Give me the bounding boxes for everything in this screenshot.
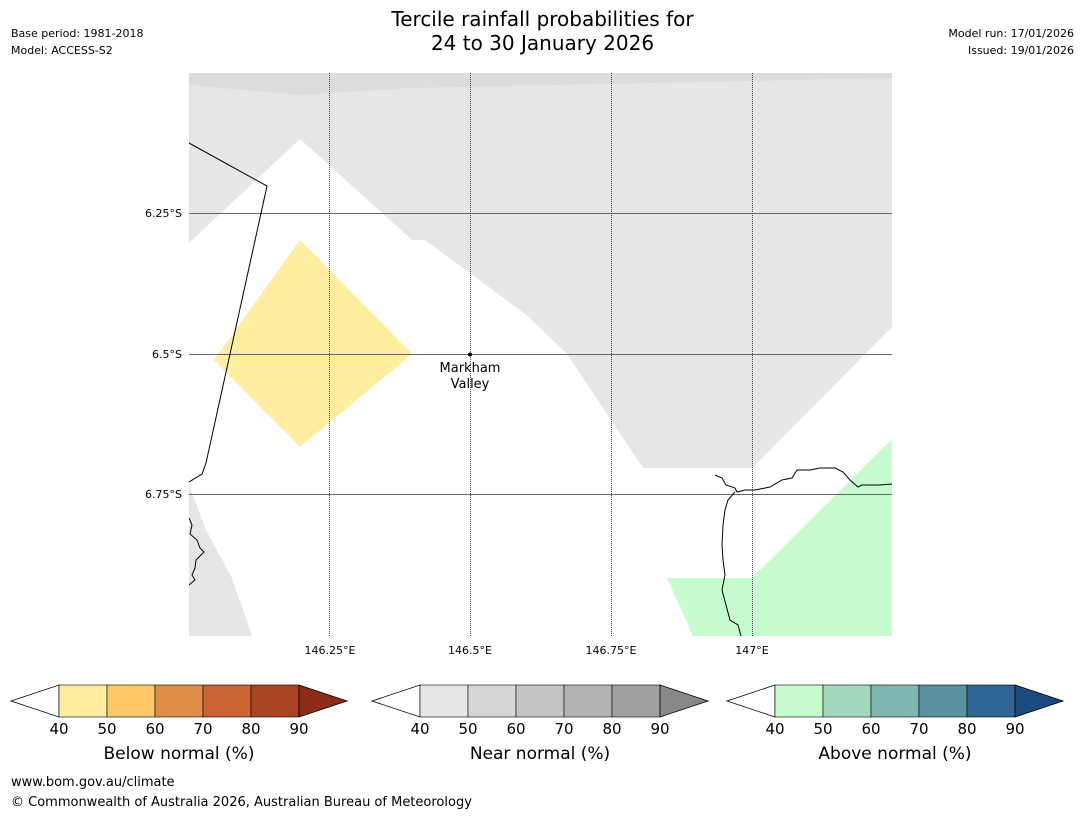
colorbar-extend-high [1014,684,1065,718]
header-left: Base period: 1981-2018 Model: ACCESS-S2 [11,25,143,59]
coastline-west [189,517,205,586]
colorbar-below-normal: 40 50 60 70 80 90 [9,684,349,738]
colorbar-tick-label: 70 [554,720,573,738]
colorbar-extend-low [9,684,60,718]
lat-label: 6.5°S [152,348,182,361]
colorbar-label-near: Near normal (%) [469,744,611,764]
base-period: Base period: 1981-2018 [11,27,144,40]
header-right: Model run: 17/01/2026 Issued: 19/01/2026 [948,25,1074,59]
lon-label: 146.75°E [586,644,637,657]
near-normal-region-southwest [189,485,252,636]
colorbar-swatch [467,684,517,718]
colorbar-swatch [563,684,613,718]
colorbar-extend-high [659,684,710,718]
colorbar-tick-label: 90 [289,720,308,738]
colorbar-swatch [611,684,661,718]
place-marker [468,352,472,357]
colorbar-swatch [154,684,204,718]
near-normal-region-darker [189,73,892,95]
colorbar-extend-low [725,684,776,718]
colorbar-swatch [106,684,156,718]
footer-copyright: © Commonwealth of Australia 2026, Austra… [11,795,472,810]
coastlines [189,142,892,636]
below-normal-region [214,240,412,447]
colorbar-swatch [822,684,872,718]
footer-url: www.bom.gov.au/climate [11,775,175,790]
colorbar-tick-label: 50 [813,720,832,738]
graticule [189,73,892,636]
coastline-east-inland [721,491,742,636]
colorbar-swatch [774,684,824,718]
colorbar-near-normal: 40 50 60 70 80 90 [370,684,710,738]
colorbar-swatch [58,684,108,718]
colorbar-label-below: Below normal (%) [103,744,255,764]
colorbar-tick-label: 80 [241,720,260,738]
colorbar-extend-low [370,684,421,718]
above-normal-region [667,439,892,636]
colorbar-tick-label: 80 [957,720,976,738]
place-label-line-2: Valley [451,377,490,392]
colorbar-tick-label: 40 [49,720,68,738]
colorbar-extend-high [298,684,349,718]
title-line-1: Tercile rainfall probabilities for [391,7,694,31]
legend: 40 50 60 70 80 90 40 50 60 70 80 90 40 50 60 70 80 90 [9,684,1065,738]
colorbar-tick-label: 80 [602,720,621,738]
colorbar-swatch [419,684,469,718]
page-title: Tercile rainfall probabilities for 24 to… [0,7,1085,55]
colorbar-tick-label: 50 [458,720,477,738]
border-line [189,142,268,483]
issued-date: Issued: 19/01/2026 [967,44,1074,57]
place-label-line-1: Markham [440,361,501,376]
lon-label: 147°E [735,644,768,657]
colorbar-tick-label: 40 [765,720,784,738]
lon-label: 146.25°E [305,644,356,657]
colorbar-tick-label: 60 [506,720,525,738]
near-normal-region [189,73,892,468]
colorbar-tick-label: 70 [193,720,212,738]
colorbar-swatch [966,684,1016,718]
colorbar-swatch [870,684,920,718]
coastline-east [714,467,892,493]
title-line-2: 24 to 30 January 2026 [430,31,655,55]
model-name: Model: ACCESS-S2 [11,44,113,57]
colorbar-tick-label: 90 [1005,720,1024,738]
map: Markham Valley 6.25°S 6.5°S 6.75°S 146.2… [145,73,892,657]
colorbar-tick-label: 60 [861,720,880,738]
colorbar-tick-label: 40 [410,720,429,738]
lon-label: 146.5°E [448,644,492,657]
lat-label: 6.25°S [145,207,182,220]
lat-label: 6.75°S [145,488,182,501]
colorbar-swatch [202,684,252,718]
colorbar-label-above: Above normal (%) [818,744,972,764]
colorbar-swatch [918,684,968,718]
colorbar-tick-label: 60 [145,720,164,738]
colorbar-tick-label: 70 [909,720,928,738]
colorbar-above-normal: 40 50 60 70 80 90 [725,684,1065,738]
colorbar-tick-label: 90 [650,720,669,738]
colorbar-swatch [515,684,565,718]
colorbar-swatch [250,684,300,718]
colorbar-tick-label: 50 [97,720,116,738]
model-run: Model run: 17/01/2026 [948,27,1074,40]
